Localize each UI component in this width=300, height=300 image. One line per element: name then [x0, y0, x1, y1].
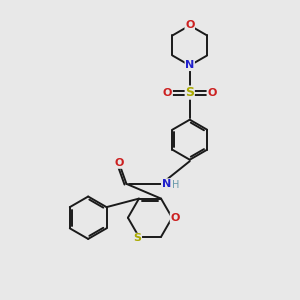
- Text: N: N: [162, 179, 171, 189]
- Text: N: N: [185, 61, 194, 70]
- Text: O: O: [170, 213, 180, 223]
- Text: O: O: [114, 158, 124, 168]
- Text: H: H: [172, 180, 179, 190]
- Text: O: O: [207, 88, 217, 98]
- Text: S: S: [134, 233, 142, 243]
- Text: O: O: [163, 88, 172, 98]
- Text: O: O: [185, 20, 194, 30]
- Text: S: S: [185, 86, 194, 99]
